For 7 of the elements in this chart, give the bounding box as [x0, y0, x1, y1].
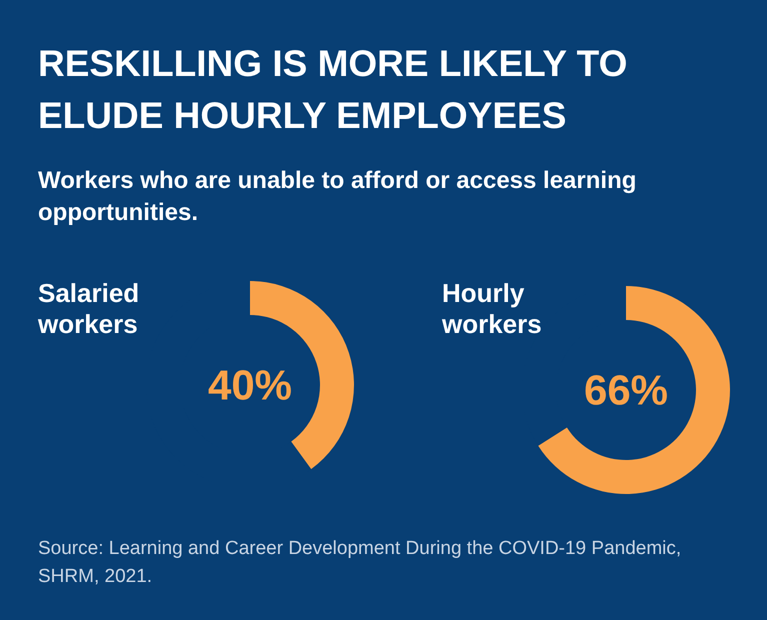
chart-title: Hourly workers	[442, 278, 543, 340]
data-label: 40%	[208, 362, 292, 408]
data-label: 66%	[584, 366, 668, 414]
text: Workers who are unable to afford or access learning opportunities.	[38, 166, 638, 228]
text: RESKILLING IS MORE LIKELY TO ELUDE HOURLY EMPLOYEES	[38, 42, 628, 138]
text: Salaried workers	[38, 278, 140, 340]
source-note: Source: Learning and Career Development During the COVID-19 Pandemic, SHRM, 2021.	[38, 537, 682, 589]
